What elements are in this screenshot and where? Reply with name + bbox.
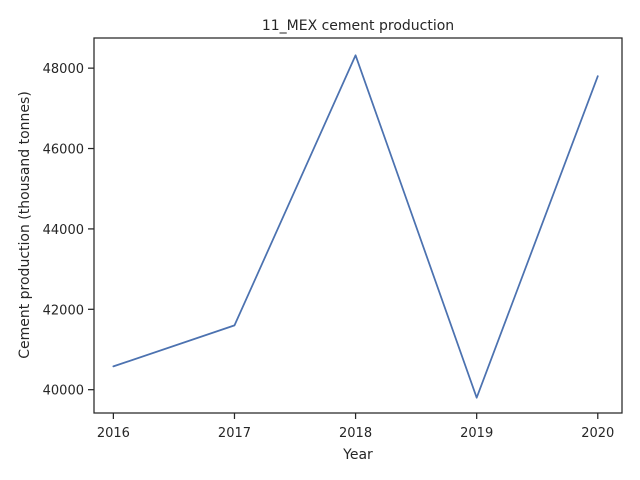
- x-tick-label: 2020: [581, 426, 614, 441]
- y-tick-label: 44000: [43, 223, 84, 238]
- y-tick-label: 48000: [43, 62, 84, 77]
- x-axis-ticks: 2016 2017 2018 2019 2020: [97, 413, 614, 441]
- chart-title: 11_MEX cement production: [262, 18, 454, 34]
- y-tick-label: 46000: [43, 143, 84, 158]
- series-line: [112, 54, 599, 399]
- x-axis-label: Year: [342, 447, 373, 463]
- y-tick-label: 40000: [43, 384, 84, 399]
- x-tick-label: 2019: [460, 426, 493, 441]
- y-axis-label: Cement production (thousand tonnes): [17, 91, 33, 359]
- y-tick-label: 42000: [43, 303, 84, 318]
- x-tick-label: 2017: [218, 426, 251, 441]
- x-tick-label: 2016: [97, 426, 130, 441]
- plot-frame: [93, 37, 623, 414]
- y-axis-ticks: 40000 42000 44000 46000 48000: [43, 62, 94, 399]
- x-tick-label: 2018: [339, 426, 372, 441]
